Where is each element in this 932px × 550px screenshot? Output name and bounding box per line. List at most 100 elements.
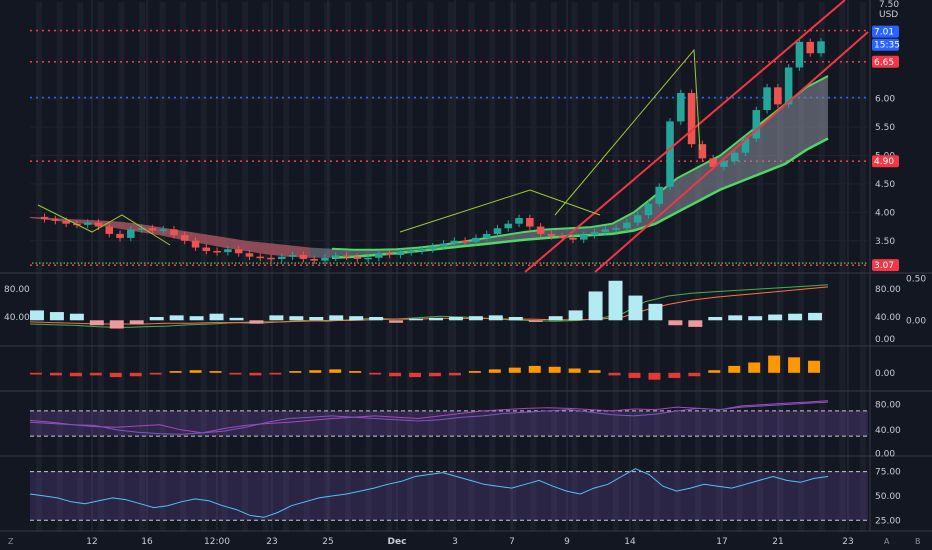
- price-badge-label: 15:35: [874, 41, 900, 51]
- time-tick: 25: [322, 537, 333, 547]
- support-dot: [637, 262, 639, 264]
- support-dot: [774, 262, 776, 264]
- candle-body: [299, 254, 308, 259]
- support-dot: [742, 262, 744, 264]
- price-tick: 6.00: [875, 95, 895, 105]
- candle-body: [623, 222, 631, 229]
- support-dot: [396, 262, 398, 264]
- support-dot: [214, 262, 216, 264]
- panel1-hist-bar: [808, 312, 823, 321]
- support-dot: [333, 262, 335, 264]
- support-dot: [833, 262, 835, 264]
- panel1-hist-bar: [608, 280, 623, 321]
- support-dot: [109, 262, 111, 264]
- panel2-hist-bar: [289, 371, 302, 373]
- candle-body: [159, 229, 167, 231]
- support-dot: [749, 262, 751, 264]
- support-dot: [179, 262, 181, 264]
- price-axis[interactable]: 6.005.505.004.504.003.507.0115:356.654.9…: [4, 25, 926, 527]
- candles: [40, 37, 825, 265]
- candle-body: [364, 257, 372, 260]
- support-dot: [280, 262, 282, 264]
- candle-body: [795, 41, 804, 68]
- candle-body: [515, 218, 523, 224]
- support-dot: [623, 262, 625, 264]
- support-dot: [112, 262, 114, 264]
- candle-body: [677, 93, 685, 122]
- support-dot: [340, 262, 342, 264]
- price-levels: [30, 29, 868, 266]
- candle-body: [590, 232, 599, 236]
- support-dot: [847, 262, 849, 264]
- support-dot: [714, 262, 716, 264]
- support-dot: [865, 262, 867, 264]
- support-dot: [501, 262, 503, 264]
- support-dot: [532, 262, 534, 264]
- panel1-hist-bar: [768, 314, 783, 321]
- candle-body: [763, 87, 771, 111]
- corner-z-button[interactable]: Z: [8, 537, 14, 546]
- candle-body: [806, 41, 814, 54]
- candle-body: [461, 240, 469, 243]
- panel2-hist-bar: [189, 370, 202, 373]
- panel2-hist-bar: [528, 365, 541, 373]
- support-dot: [354, 262, 356, 264]
- support-dot: [585, 262, 587, 264]
- session-stripe: [860, 2, 866, 532]
- support-dot: [802, 262, 804, 264]
- session-stripe: [674, 2, 681, 532]
- candle-body: [256, 256, 265, 259]
- session-stripe: [818, 2, 825, 532]
- support-dot: [39, 262, 41, 264]
- support-dot: [217, 262, 219, 264]
- time-axis[interactable]: 12 16 12:00 23 25 Dec 3 7 9 14 17 21 23: [86, 537, 853, 547]
- panel2-hist-bar: [508, 367, 521, 373]
- support-dot: [67, 262, 69, 264]
- time-tick: 12: [86, 537, 97, 547]
- support-dot: [165, 262, 167, 264]
- support-dot: [581, 262, 583, 264]
- candle-body: [127, 229, 135, 238]
- support-dot: [175, 262, 177, 264]
- support-dot: [420, 262, 422, 264]
- support-dot: [798, 262, 800, 264]
- session-stripe: [448, 2, 454, 532]
- zigzag-line-left: [37, 204, 171, 246]
- support-dot: [70, 262, 72, 264]
- panel2-hist-bar: [448, 372, 461, 376]
- price-badge: [872, 155, 899, 168]
- support-dot: [592, 262, 594, 264]
- support-dot: [844, 262, 846, 264]
- support-dot: [539, 262, 541, 264]
- session-stripe: [283, 2, 290, 532]
- panel3-tick: 80.00: [875, 401, 901, 411]
- support-dot: [679, 262, 681, 264]
- support-dot: [480, 262, 482, 264]
- session-stripe: [612, 2, 619, 532]
- panel1-hist-bar: [528, 320, 543, 322]
- support-dot: [182, 262, 184, 264]
- support-dot: [294, 262, 296, 264]
- panel2-hist-bar: [349, 371, 362, 373]
- support-dot: [347, 262, 349, 264]
- support-dot: [357, 262, 359, 264]
- support-dot: [508, 262, 510, 264]
- support-dot: [256, 262, 258, 264]
- panel1-hist-bar: [149, 317, 164, 321]
- panel2-hist-bar: [409, 372, 422, 378]
- ema-band-bearish-fill: [30, 216, 311, 258]
- support-dot: [564, 262, 566, 264]
- support-dot: [49, 262, 51, 264]
- support-dot: [144, 262, 146, 264]
- corner-a-button[interactable]: A: [884, 537, 890, 546]
- candle-body: [385, 253, 394, 255]
- support-dot: [74, 262, 76, 264]
- support-dot: [32, 262, 34, 264]
- support-dot: [193, 262, 195, 264]
- panel2-hist-bar: [269, 372, 282, 375]
- panel-4: [29, 468, 868, 521]
- corner-b-button[interactable]: B: [915, 537, 921, 546]
- panel2-hist-bar: [548, 366, 561, 373]
- support-dot: [837, 262, 839, 264]
- panel1-hist-bar: [30, 310, 44, 321]
